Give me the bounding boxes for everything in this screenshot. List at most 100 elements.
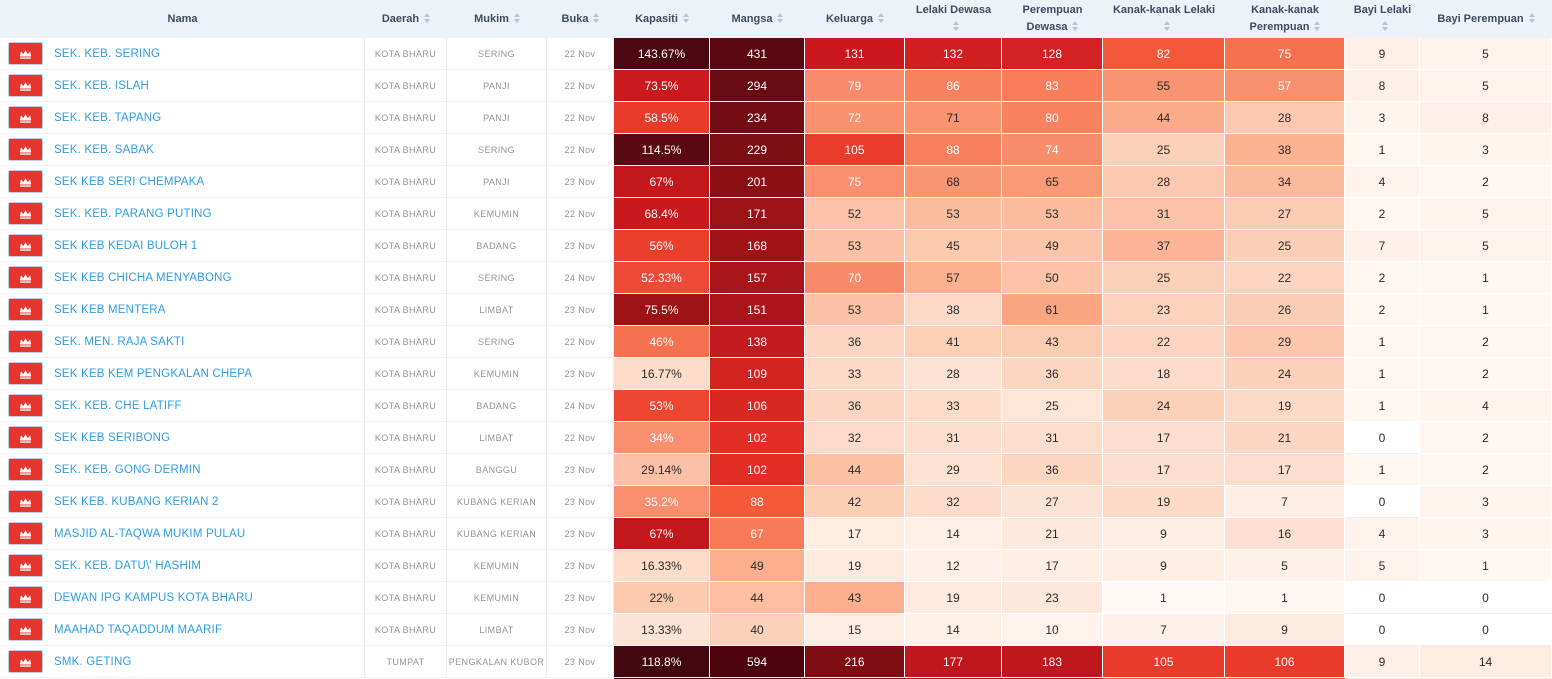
sort-icon[interactable] <box>513 12 520 23</box>
column-header-kanak_kanak_perempuan[interactable]: Kanak-kanak Perempuan <box>1225 0 1345 39</box>
column-header-perempuan_dewasa[interactable]: Perempuan Dewasa <box>1002 0 1103 39</box>
pps-marker-button[interactable] <box>8 618 43 642</box>
lelaki_dewasa-cell: 86 <box>905 70 1002 103</box>
pps-name-link[interactable]: SEK. KEB. ISLAH <box>54 79 150 92</box>
kapasiti-cell: 35.2% <box>614 486 710 519</box>
pps-name-link[interactable]: SEK KEB SERI CHEMPAKA <box>54 175 205 188</box>
pps-marker-button[interactable] <box>8 42 43 66</box>
bayi_lelaki-cell: 9 <box>1345 646 1420 679</box>
bayi_perempuan-cell: 0 <box>1420 614 1552 647</box>
column-header-buka[interactable]: Buka <box>547 0 614 39</box>
kanak_kanak_lelaki-cell: 24 <box>1103 390 1225 423</box>
bayi_perempuan-cell: 8 <box>1420 102 1552 135</box>
column-header-kapasiti[interactable]: Kapasiti <box>614 0 710 39</box>
pps-name-link[interactable]: MASJID AL-TAQWA MUKIM PULAU <box>54 527 246 540</box>
perempuan_dewasa-cell: 128 <box>1002 38 1103 71</box>
daerah-cell: KOTA BHARU <box>365 102 447 135</box>
pps-name-link[interactable]: SEK KEB MENTERA <box>54 303 166 316</box>
column-header-bayi_lelaki[interactable]: Bayi Lelaki <box>1345 0 1420 39</box>
pps-name-link[interactable]: SEK KEB KEDAI BULOH 1 <box>54 239 198 252</box>
pps-name-link[interactable]: SEK. KEB. GONG DERMIN <box>54 463 201 476</box>
sort-icon[interactable] <box>424 12 431 23</box>
lelaki_dewasa-cell: 68 <box>905 166 1002 199</box>
pps-name-link[interactable]: SMK. GETING <box>54 655 132 668</box>
mangsa-cell: 88 <box>710 486 805 519</box>
daerah-cell: KOTA BHARU <box>365 550 447 583</box>
pps-name-link[interactable]: MAAHAD TAQADDUM MAARIF <box>54 623 223 636</box>
pps-name-link[interactable]: SEK. KEB. SABAK <box>54 143 155 156</box>
sort-icon[interactable] <box>1382 21 1388 32</box>
kanak_kanak_lelaki-cell: 28 <box>1103 166 1225 199</box>
crest-icon <box>19 273 32 283</box>
column-header-lelaki_dewasa[interactable]: Lelaki Dewasa <box>905 0 1002 39</box>
perempuan_dewasa-cell: 50 <box>1002 262 1103 295</box>
pps-name-link[interactable]: SEK. KEB. PARANG PUTING <box>54 207 212 220</box>
pps-marker-button[interactable] <box>8 394 43 418</box>
pps-name-link[interactable]: SEK. KEB. CHE LATIFF <box>54 399 182 412</box>
pps-marker-button[interactable] <box>8 298 43 322</box>
pps-marker-button[interactable] <box>8 170 43 194</box>
pps-marker-button[interactable] <box>8 266 43 290</box>
kanak_kanak_lelaki-cell: 1 <box>1103 582 1225 615</box>
sort-icon[interactable] <box>777 12 784 23</box>
bayi_lelaki-cell: 0 <box>1345 422 1420 455</box>
pps-name-link[interactable]: SEK. MEN. RAJA SAKTI <box>54 335 185 348</box>
mangsa-cell: 102 <box>710 422 805 455</box>
mangsa-cell: 229 <box>710 134 805 167</box>
column-label: Mukim <box>474 12 509 25</box>
pps-name-link[interactable]: SEK. KEB. SERING <box>54 47 161 60</box>
pps-marker-button[interactable] <box>8 490 43 514</box>
pps-marker-button[interactable] <box>8 458 43 482</box>
mukim-cell: KEMUMIN <box>447 550 547 583</box>
pps-marker-button[interactable] <box>8 330 43 354</box>
pps-marker-button[interactable] <box>8 522 43 546</box>
pps-marker-button[interactable] <box>8 74 43 98</box>
pps-marker-button[interactable] <box>8 202 43 226</box>
pps-name-link[interactable]: SEK KEB SERIBONG <box>54 431 171 444</box>
sort-icon[interactable] <box>1528 12 1535 23</box>
pps-marker-button[interactable] <box>8 554 43 578</box>
column-header-mangsa[interactable]: Mangsa <box>710 0 805 39</box>
sort-icon[interactable] <box>682 12 689 23</box>
column-header-mukim[interactable]: Mukim <box>447 0 547 39</box>
perempuan_dewasa-cell: 49 <box>1002 230 1103 263</box>
column-header-keluarga[interactable]: Keluarga <box>805 0 905 39</box>
table-row: SEK. MEN. RAJA SAKTI KOTA BHARU SERING 2… <box>0 326 1552 359</box>
pps-name-link[interactable]: SEK. KEB. TAPANG <box>54 111 162 124</box>
bayi_lelaki-cell: 7 <box>1345 230 1420 263</box>
sort-icon[interactable] <box>1163 21 1170 32</box>
column-header-bayi_perempuan[interactable]: Bayi Perempuan <box>1420 0 1552 39</box>
pps-name-link[interactable]: SEK. KEB. DATU\' HASHIM <box>54 559 202 572</box>
pps-name-link[interactable]: DEWAN IPG KAMPUS KOTA BHARU <box>54 591 254 604</box>
pps-marker-button[interactable] <box>8 586 43 610</box>
kanak_kanak_perempuan-cell: 29 <box>1225 326 1345 359</box>
kanak_kanak_perempuan-cell: 7 <box>1225 486 1345 519</box>
pps-marker-button[interactable] <box>8 362 43 386</box>
sort-icon[interactable] <box>1072 21 1079 32</box>
pps-marker-button[interactable] <box>8 106 43 130</box>
crest-icon <box>19 337 32 347</box>
bayi_perempuan-cell: 3 <box>1420 486 1552 519</box>
pps-marker-button[interactable] <box>8 426 43 450</box>
pps-name-link[interactable]: SEK KEB. KUBANG KERIAN 2 <box>54 495 219 508</box>
lelaki_dewasa-cell: 38 <box>905 294 1002 327</box>
column-label: Daerah <box>381 12 420 25</box>
sort-icon[interactable] <box>878 12 885 23</box>
sort-icon[interactable] <box>593 12 600 23</box>
pps-marker-button[interactable] <box>8 138 43 162</box>
column-header-kanak_kanak_lelaki[interactable]: Kanak-kanak Lelaki <box>1103 0 1225 39</box>
bayi_lelaki-cell: 0 <box>1345 614 1420 647</box>
pps-marker-button[interactable] <box>8 650 43 674</box>
sort-icon[interactable] <box>1314 21 1321 32</box>
column-label: Mangsa <box>731 12 773 25</box>
bayi_perempuan-cell: 4 <box>1420 390 1552 423</box>
pps-marker-button[interactable] <box>8 234 43 258</box>
bayi_lelaki-cell: 0 <box>1345 486 1420 519</box>
pps-name-link[interactable]: SEK KEB CHICHA MENYABONG <box>54 271 232 284</box>
pps-name-link[interactable]: SEK KEB KEM PENGKALAN CHEPA <box>54 367 253 380</box>
column-header-daerah[interactable]: Daerah <box>365 0 447 39</box>
kanak_kanak_perempuan-cell: 5 <box>1225 550 1345 583</box>
sort-icon[interactable] <box>953 21 959 32</box>
buka-cell: 23 Nov <box>547 454 614 487</box>
kapasiti-cell: 16.33% <box>614 550 710 583</box>
